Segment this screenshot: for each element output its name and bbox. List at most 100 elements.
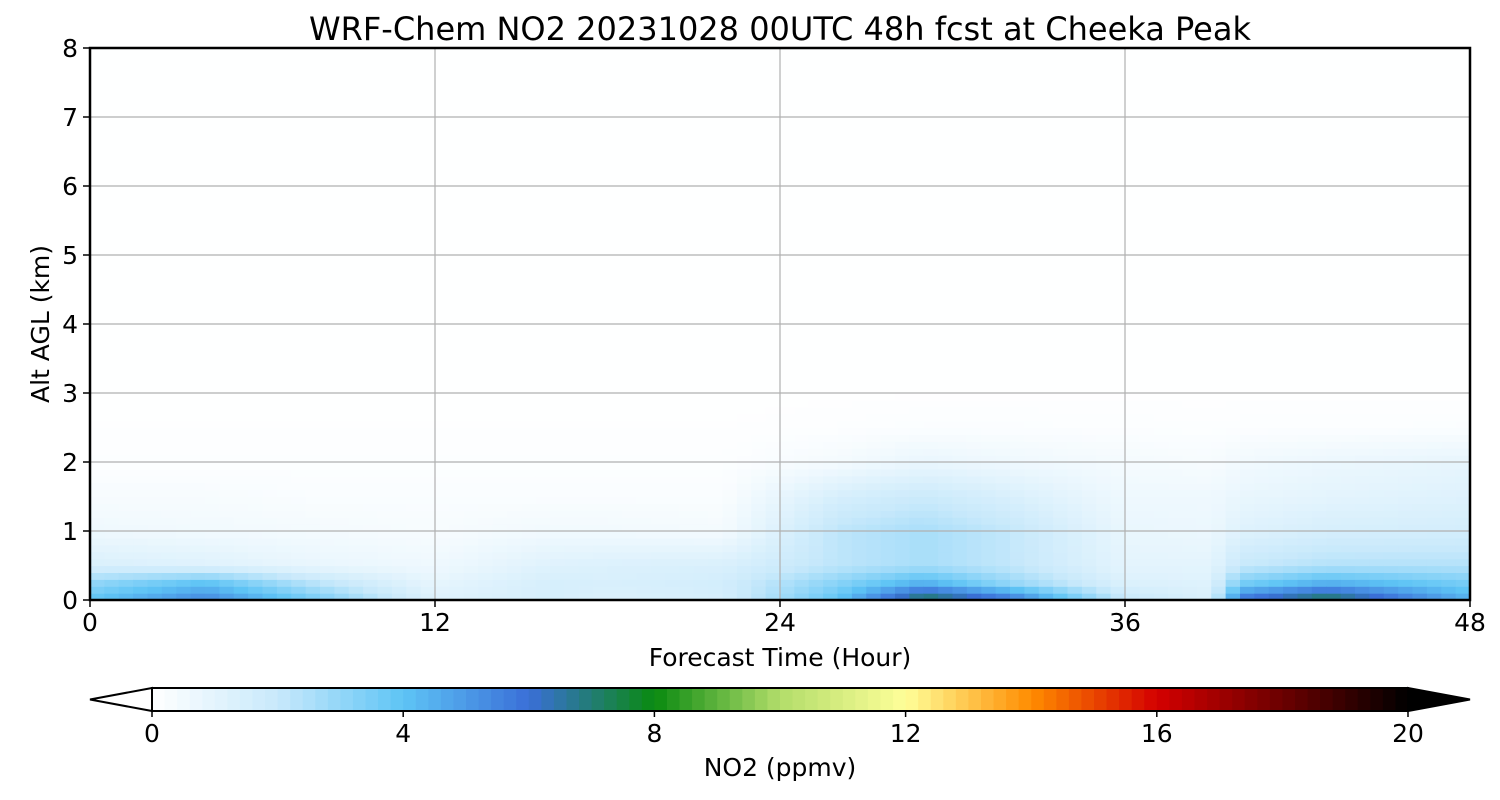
heatmap-cell: [104, 455, 120, 463]
heatmap-cell: [1412, 448, 1428, 456]
heatmap-cell: [794, 489, 810, 498]
heatmap-cell: [521, 579, 537, 587]
heatmap-cell: [550, 489, 565, 498]
heatmap-cell: [1125, 503, 1140, 511]
heatmap-cell: [621, 482, 637, 491]
heatmap-cell: [593, 593, 609, 601]
heatmap-cell: [133, 544, 149, 553]
heatmap-cell: [1340, 462, 1356, 470]
heatmap-cell: [1067, 565, 1083, 573]
heatmap-cell: [1038, 413, 1054, 422]
heatmap-cell: [1369, 558, 1385, 567]
colorbar-swatch: [880, 688, 894, 711]
heatmap-cell: [348, 517, 364, 525]
heatmap-cell: [377, 489, 393, 498]
heatmap-cell: [363, 468, 379, 477]
heatmap-cell: [1412, 537, 1428, 546]
heatmap-cell: [449, 406, 465, 415]
heatmap-cell: [837, 489, 853, 498]
heatmap-cell: [478, 586, 494, 594]
heatmap-cell: [334, 524, 350, 532]
heatmap-cell: [578, 579, 594, 587]
x-tick-label: 24: [764, 608, 796, 637]
heatmap-cell: [391, 558, 407, 567]
heatmap-cell: [966, 531, 982, 539]
heatmap-cell: [334, 393, 350, 401]
heatmap-cell: [1125, 406, 1140, 415]
heatmap-cell: [449, 579, 465, 587]
heatmap-cell: [794, 510, 810, 518]
heatmap-cell: [650, 441, 666, 449]
heatmap-cell: [851, 186, 867, 291]
heatmap-cell: [909, 489, 925, 498]
heatmap-cell: [1038, 565, 1054, 573]
heatmap-cell: [535, 455, 551, 463]
heatmap-cell: [133, 531, 149, 539]
heatmap-cell: [276, 434, 292, 442]
heatmap-cell: [1398, 537, 1414, 546]
heatmap-cell: [1139, 524, 1155, 532]
heatmap-cell: [334, 551, 350, 560]
heatmap-cell: [1096, 572, 1112, 580]
heatmap-cell: [348, 358, 364, 394]
heatmap-cell: [363, 593, 379, 601]
heatmap-cell: [923, 531, 939, 539]
heatmap-cell: [708, 517, 724, 525]
heatmap-cell: [1067, 475, 1083, 484]
heatmap-cell: [621, 434, 637, 442]
heatmap-cell: [751, 558, 767, 567]
heatmap-cell: [420, 393, 436, 401]
heatmap-cell: [1153, 489, 1169, 498]
colorbar-swatch: [1370, 688, 1384, 711]
heatmap-cell: [492, 517, 508, 525]
heatmap-cell: [219, 517, 235, 525]
heatmap-cell: [1182, 455, 1198, 463]
heatmap-cell: [1153, 427, 1169, 435]
heatmap-cell: [693, 482, 709, 491]
heatmap-cell: [866, 448, 882, 456]
heatmap-cell: [938, 448, 954, 456]
heatmap-cell: [118, 455, 134, 463]
heatmap-cell: [1125, 524, 1140, 532]
heatmap-cell: [1355, 448, 1370, 456]
heatmap-cell: [377, 427, 393, 435]
heatmap-cell: [1426, 593, 1442, 601]
heatmap-cell: [233, 586, 249, 594]
heatmap-cell: [995, 468, 1011, 477]
heatmap-cell: [1168, 406, 1184, 415]
heatmap-cell: [1081, 441, 1097, 449]
heatmap-cell: [435, 482, 450, 491]
heatmap-cell: [1067, 399, 1083, 408]
heatmap-cell: [1225, 579, 1241, 587]
heatmap-cell: [679, 434, 695, 442]
heatmap-cell: [420, 468, 436, 477]
heatmap-cell: [348, 441, 364, 449]
heatmap-cell: [1240, 441, 1255, 449]
heatmap-cell: [1412, 441, 1428, 449]
heatmap-cell: [1326, 406, 1342, 415]
colorbar-swatch: [943, 688, 957, 711]
heatmap-cell: [420, 510, 436, 518]
heatmap-cell: [1398, 434, 1414, 442]
heatmap-cell: [133, 510, 149, 518]
heatmap-cell: [1053, 503, 1069, 511]
heatmap-cell: [1139, 468, 1155, 477]
heatmap-cell: [866, 586, 882, 594]
heatmap-cell: [320, 593, 335, 601]
heatmap-cell: [679, 489, 695, 498]
heatmap-cell: [1398, 586, 1414, 594]
heatmap-cell: [952, 482, 968, 491]
heatmap-cell: [118, 537, 134, 546]
heatmap-cell: [1038, 503, 1054, 511]
colorbar-swatch: [1232, 688, 1246, 711]
heatmap-cell: [348, 524, 364, 532]
heatmap-cell: [1240, 531, 1255, 539]
heatmap-cell: [923, 475, 939, 484]
heatmap-cell: [923, 393, 939, 401]
heatmap-cell: [506, 468, 522, 477]
y-axis-label: Alt AGL (km): [26, 245, 55, 403]
heatmap-cell: [492, 358, 508, 394]
heatmap-cell: [837, 413, 853, 422]
heatmap-cell: [406, 565, 422, 573]
heatmap-cell: [348, 558, 364, 567]
